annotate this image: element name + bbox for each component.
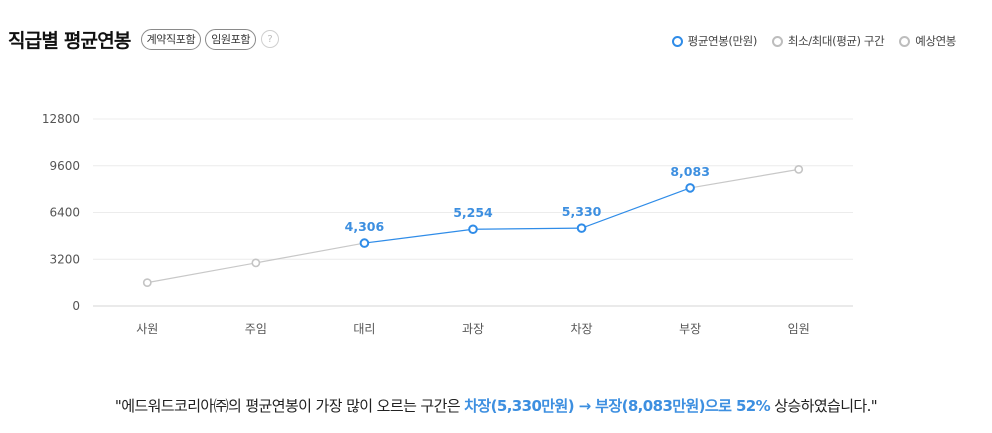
- y-tick-label: 9600: [49, 159, 80, 173]
- x-tick-label: 차장: [571, 322, 593, 336]
- legend-label: 예상연봉: [915, 34, 956, 48]
- y-tick-label: 3200: [49, 252, 80, 266]
- expected-salary-line: [690, 168, 799, 189]
- legend-item-average-salary[interactable]: 평균연봉(만원): [671, 33, 758, 49]
- expected-salary-point: [142, 278, 152, 288]
- summary-text: "에드워드코리아㈜의 평균연봉이 가장 많이 오르는 구간은 차장(5,330만…: [0, 395, 992, 416]
- summary-highlight: 차장(5,330만원) → 부장(8,083만원)으로 52%: [464, 397, 771, 415]
- average-salary-point: [468, 224, 478, 235]
- y-tick-label: 0: [72, 299, 80, 313]
- x-tick-label: 과장: [462, 322, 484, 336]
- data-label: 4,306: [345, 219, 385, 234]
- legend-marker-icon: [899, 35, 911, 47]
- y-tick-label: 6400: [49, 206, 80, 220]
- y-tick-label: 12800: [42, 112, 80, 126]
- legend-marker-icon: [671, 35, 683, 47]
- x-tick-label: 임원: [788, 322, 810, 336]
- legend-label: 평균연봉(만원): [687, 34, 758, 48]
- x-tick-label: 대리: [353, 322, 375, 336]
- executive-included-badge: 임원포함: [205, 28, 257, 50]
- legend-label: 최소/최대(평균) 구간: [787, 34, 885, 48]
- help-icon[interactable]: ?: [261, 30, 280, 48]
- legend-item-min-max-range[interactable]: 최소/최대(평균) 구간: [771, 33, 885, 49]
- expected-salary-point: [251, 258, 261, 268]
- salary-line-chart: 0 3200 6400 9600 12800 사원 주임 대리 과장 차장 부장 임원 4,306 5,2…: [42, 112, 853, 336]
- chart-legend: 평균연봉(만원) 최소/최대(평균) 구간 예상연봉: [657, 33, 956, 49]
- x-tick-label: 부장: [679, 322, 701, 336]
- average-salary-point: [685, 183, 695, 193]
- data-label: 8,083: [670, 164, 710, 179]
- contract-included-badge: 계약직포함: [140, 28, 202, 50]
- data-label: 5,254: [453, 205, 493, 220]
- average-salary-point: [576, 223, 587, 233]
- x-tick-label: 주임: [245, 322, 267, 336]
- average-salary-line: [364, 187, 691, 244]
- summary-suffix: 상승하였습니다.": [770, 397, 878, 415]
- legend-item-expected-salary[interactable]: 예상연봉: [899, 33, 956, 49]
- average-salary-point: [359, 238, 370, 248]
- page-title: 직급별 평균연봉: [8, 29, 131, 52]
- data-label: 5,330: [562, 204, 602, 219]
- chart-header: 직급별 평균연봉 계약직포함 임원포함 ?: [8, 24, 280, 54]
- x-tick-label: 사원: [136, 322, 158, 336]
- summary-prefix: "에드워드코리아㈜의 평균연봉이 가장 많이 오르는 구간은: [114, 397, 465, 415]
- legend-marker-icon: [771, 35, 783, 47]
- expected-salary-point: [794, 165, 804, 174]
